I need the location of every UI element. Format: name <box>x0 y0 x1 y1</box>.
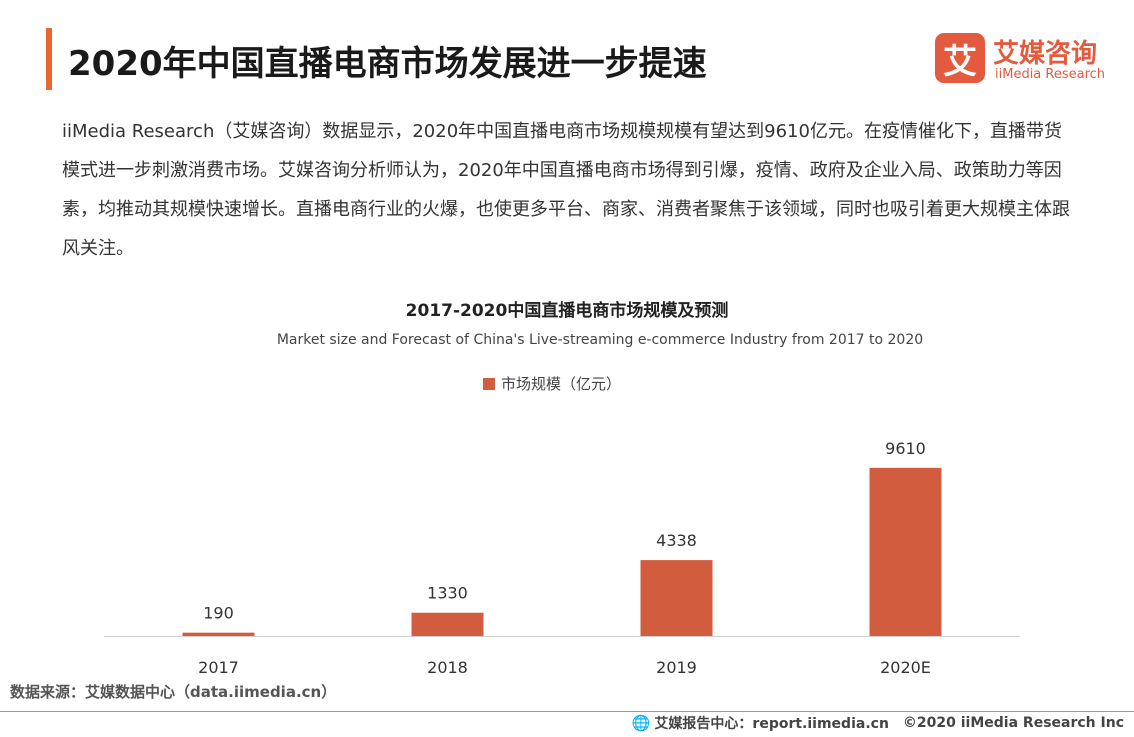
chart-subtitle: Market size and Forecast of China's Live… <box>276 332 924 348</box>
logo-mark-icon: 艾 <box>935 33 985 83</box>
legend-swatch <box>483 377 495 390</box>
legend-label: 市场规模（亿元） <box>501 375 622 393</box>
globe-icon: 🌐 <box>631 714 651 732</box>
bar-chart: 190 2017 1330 2018 4338 2019 9610 2020E <box>104 439 1020 677</box>
logo-chinese-name: 艾媒咨询 <box>993 39 1098 69</box>
x-tick-label-2020E: 2020E <box>880 658 931 677</box>
data-label-2018: 1330 <box>427 584 468 603</box>
x-tick-label-2017: 2017 <box>198 658 239 677</box>
x-tick-label-2019: 2019 <box>656 658 697 677</box>
bar-2018 <box>411 612 484 636</box>
logo-english-name: iiMedia Research <box>995 67 1106 82</box>
chart-legend: 市场规模（亿元） <box>483 373 621 394</box>
data-label-2019: 4338 <box>656 531 697 550</box>
data-label-2020E: 9610 <box>885 439 926 458</box>
x-tick-label-2018: 2018 <box>427 658 468 677</box>
bar-2019 <box>640 560 713 636</box>
brand-logo: 艾 艾媒咨询 iiMedia Research <box>935 33 1115 85</box>
bar-2017 <box>182 632 255 636</box>
summary-paragraph: iiMedia Research（艾媒咨询）数据显示，2020年中国直播电商市场… <box>62 121 1070 259</box>
page-title: 2020年中国直播电商市场发展进一步提速 <box>68 44 707 84</box>
chart-title: 2017-2020中国直播电商市场规模及预测 <box>405 301 729 321</box>
footer-divider <box>0 711 1134 712</box>
bar-2020E <box>869 467 942 636</box>
footer-copyright: ©2020 iiMedia Research Inc <box>902 715 1124 731</box>
title-accent-bar <box>46 28 52 90</box>
footer: 🌐 艾媒报告中心：report.iimedia.cn ©2020 iiMedia… <box>632 713 1124 733</box>
data-source-note: 数据来源：艾媒数据中心（data.iimedia.cn） <box>10 683 337 701</box>
data-label-2017: 190 <box>203 604 234 623</box>
footer-report-center[interactable]: 艾媒报告中心：report.iimedia.cn <box>654 716 889 732</box>
